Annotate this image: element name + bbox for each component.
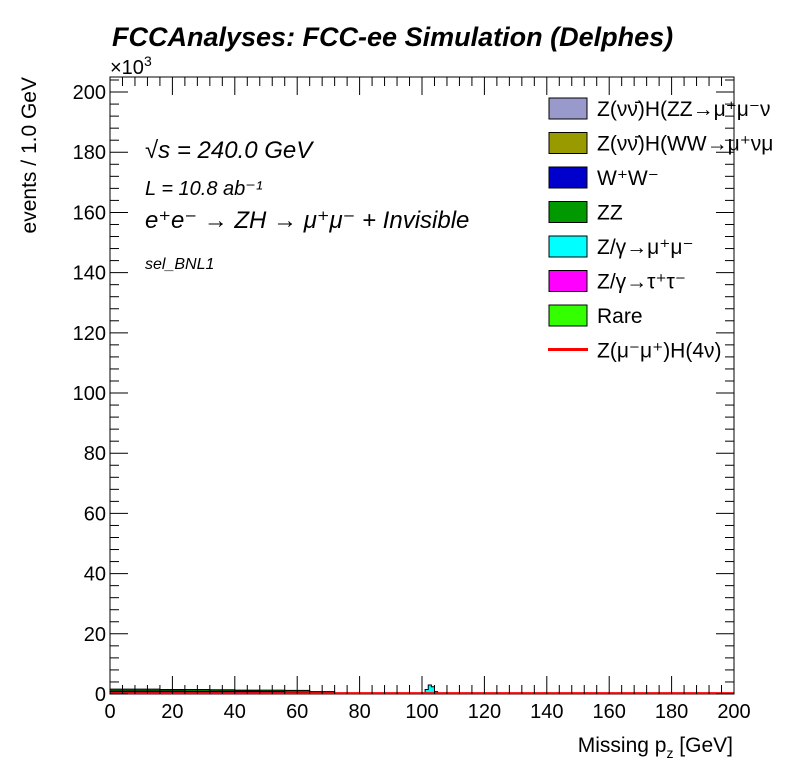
legend-label: Z(νν̄)H(WW→μ⁺νμ <box>597 133 773 156</box>
y-tick-label: 20 <box>84 624 106 646</box>
annotation-energy: √s = 240.0 GeV <box>145 137 314 164</box>
legend-label: Z(νν̄)H(ZZ→μ⁺μ⁻ν <box>597 98 771 121</box>
x-tick-label: 160 <box>593 701 626 723</box>
annotation-luminosity: L = 10.8 ab⁻¹ <box>145 178 263 200</box>
legend-swatch <box>548 132 588 154</box>
y-axis-label: events / 1.0 GeV <box>18 77 41 233</box>
legend-label: Z/γ→τ⁺τ⁻ <box>597 271 686 294</box>
y-multiplier: ×103 <box>110 53 152 79</box>
y-tick-label: 120 <box>73 323 106 345</box>
x-axis-label: Missing pz [GeV] <box>578 734 733 761</box>
annotation-process: e⁺e⁻ → ZH → μ⁺μ⁻ + Invisible <box>145 207 469 234</box>
legend-swatch <box>548 201 588 223</box>
legend-label: Z/γ→μ⁺μ⁻ <box>597 236 694 259</box>
x-tick-label: 80 <box>348 701 370 723</box>
x-tick-label: 100 <box>405 701 438 723</box>
legend: Z(νν̄)H(ZZ→μ⁺μ⁻ν Z(νν̄)H(WW→μ⁺νμ W⁺W⁻ ZZ Z/γ… <box>548 97 773 363</box>
y-tick-label: 0 <box>95 684 106 706</box>
x-tick-label: 60 <box>286 701 308 723</box>
y-tick-label: 160 <box>73 202 106 224</box>
legend-swatch <box>548 304 588 327</box>
annotation-selection: sel_BNL1 <box>145 256 214 273</box>
x-tick-label: 20 <box>161 701 183 723</box>
legend-label: Rare <box>597 305 643 328</box>
legend-swatch <box>548 166 588 189</box>
y-tick-label: 140 <box>73 263 106 285</box>
legend-entries: Z(νν̄)H(ZZ→μ⁺μ⁻ν Z(νν̄)H(WW→μ⁺νμ W⁺W⁻ ZZ Z/γ… <box>548 97 773 363</box>
legend-label: Z(μ⁻μ⁺)H(4ν) <box>597 340 722 363</box>
legend-label: ZZ <box>597 202 623 225</box>
y-tick-label: 80 <box>84 443 106 465</box>
x-tick-label: 40 <box>224 701 246 723</box>
legend-swatch <box>548 235 588 258</box>
y-tick-label: 200 <box>73 82 106 104</box>
y-tick-label: 100 <box>73 383 106 405</box>
legend-swatch <box>548 97 588 120</box>
x-tick-label: 200 <box>717 701 750 723</box>
annotations: √s = 240.0 GeV L = 10.8 ab⁻¹ e⁺e⁻ → ZH →… <box>145 137 469 273</box>
y-tick-label: 180 <box>73 142 106 164</box>
y-tick-label: 40 <box>84 564 106 586</box>
x-tick-label: 140 <box>530 701 563 723</box>
legend-label: W⁺W⁻ <box>597 167 659 190</box>
legend-swatch <box>548 270 588 292</box>
axes-layer: 0 20 40 60 80 100 120 140 160 180 200 0 20 40 60 80 100 1… <box>73 77 751 723</box>
chart-title: FCCAnalyses: FCC-ee Simulation (Delphes) <box>112 22 673 52</box>
x-tick-label: 120 <box>468 701 501 723</box>
x-tick-label: 180 <box>655 701 688 723</box>
x-tick-label: 0 <box>104 701 115 723</box>
y-tick-label: 60 <box>84 503 106 525</box>
